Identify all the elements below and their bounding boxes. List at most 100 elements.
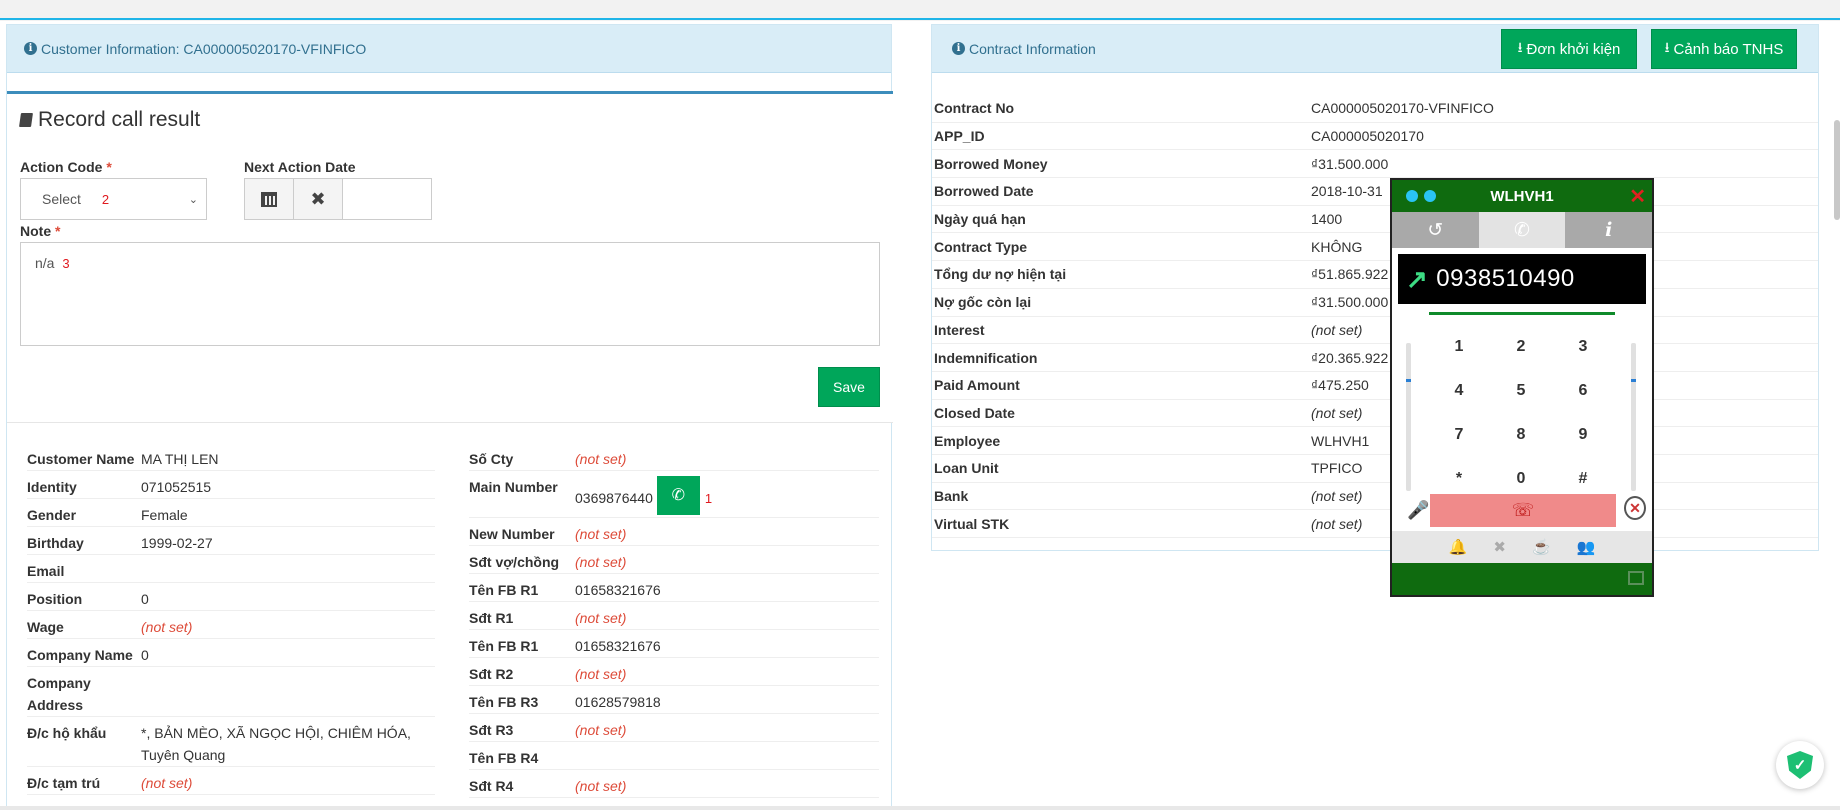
row-label: Sđt R3 <box>469 722 514 738</box>
close-icon[interactable]: ✕ <box>1629 186 1646 208</box>
call-button[interactable]: ✆ <box>656 476 700 515</box>
table-row: Tên FB R1 01658321676 <box>469 574 879 602</box>
dial-key[interactable]: * <box>1455 470 1463 487</box>
table-row: Main Number 0369876440 ✆ 1 <box>469 471 879 518</box>
row-value: (not set) <box>575 526 627 542</box>
table-row: APP_ID CA000005020170 <box>932 123 1818 151</box>
row-label: Tổng dư nợ hiện tại <box>934 266 1067 283</box>
slider-handle[interactable] <box>1631 379 1636 382</box>
row-label: Số Cty <box>469 451 514 467</box>
info-icon: i <box>24 42 37 55</box>
dial-key[interactable]: 6 <box>1578 382 1588 399</box>
row-label: Ngày quá hạn <box>934 211 1026 228</box>
download-icon: ⭳ <box>1517 39 1523 55</box>
table-row: Loan Unit TPFICO <box>932 455 1818 483</box>
table-row: Contract Type KHÔNG <box>932 233 1818 262</box>
row-label: Position <box>27 591 83 607</box>
bell-icon[interactable]: 🔔 <box>1448 539 1468 556</box>
dial-key[interactable]: 2 <box>1516 338 1526 355</box>
dial-key[interactable]: 0 <box>1516 470 1526 487</box>
row-label: Bank <box>934 487 969 504</box>
softphone-footer <box>1392 563 1652 595</box>
resize-icon[interactable] <box>1628 571 1644 585</box>
dial-key[interactable]: 7 <box>1454 426 1464 443</box>
softphone-widget: WLHVH1 ✕ ↺ ✆ i ↗ 0938510490 1 2 3 4 5 6 7 8 9 … <box>1390 178 1654 597</box>
row-value: (not set) <box>141 619 193 635</box>
close-icon: ✖ <box>310 188 326 209</box>
row-value: 01658321676 <box>575 638 661 654</box>
call-progress-line <box>1429 312 1615 315</box>
mute-mic-icon[interactable]: 🎤 <box>1407 500 1430 520</box>
users-icon[interactable]: 👥 <box>1576 539 1596 556</box>
speaker-volume-slider[interactable] <box>1631 343 1636 491</box>
page-scrollbar[interactable] <box>1834 120 1840 220</box>
book-icon <box>19 113 33 127</box>
clear-date-button[interactable]: ✖ <box>294 179 343 219</box>
chevron-down-icon: ⌄ <box>188 194 198 206</box>
customer-info-title: Customer Information: CA000005020170-VFI… <box>41 40 367 57</box>
row-value: (not set) <box>1311 487 1363 504</box>
row-label: Tên FB R1 <box>469 638 539 654</box>
warning-button[interactable]: ⭳ Cảnh báo TNHS <box>1651 29 1797 69</box>
dialed-number: 0938510490 <box>1436 265 1575 292</box>
next-action-date-input[interactable] <box>343 179 431 219</box>
table-row: Sđt R2 (not set) <box>469 658 879 686</box>
row-label: Main Number <box>469 479 558 495</box>
warning-button-label: Cảnh báo TNHS <box>1673 40 1784 58</box>
table-row: Ngày quá hạn 1400 <box>932 206 1818 234</box>
tab-info[interactable]: i <box>1565 212 1652 248</box>
dial-keypad: 1 2 3 4 5 6 7 8 9 * 0 # <box>1428 325 1616 501</box>
row-label: Indemnification <box>934 349 1038 366</box>
dial-key[interactable]: 9 <box>1578 426 1588 443</box>
row-label: Tên FB R1 <box>469 582 539 598</box>
dial-key[interactable]: 1 <box>1454 338 1464 355</box>
row-value: 1999-02-27 <box>141 535 213 551</box>
row-value: 071052515 <box>141 479 212 495</box>
action-code-marker: 2 <box>101 191 110 207</box>
table-row: Đ/c tạm trú (not set) <box>27 767 435 795</box>
table-row: Employee WLHVH1 <box>932 427 1818 455</box>
table-row: Interest (not set) <box>932 317 1818 345</box>
row-value: Female <box>141 507 188 523</box>
row-label: Sđt vợ/chồng <box>469 554 560 570</box>
dial-key[interactable]: 4 <box>1454 382 1464 399</box>
row-label: Birthday <box>27 535 84 551</box>
table-row: Gender Female <box>27 499 435 527</box>
action-code-label-text: Action Code <box>20 159 103 175</box>
main-number-value: 0369876440 <box>575 490 653 507</box>
phone-icon: ✆ <box>1514 219 1530 241</box>
note-textarea[interactable]: n/a 3 <box>20 242 880 346</box>
save-button[interactable]: Save <box>818 367 880 407</box>
row-label: Tên FB R4 <box>469 750 539 766</box>
calendar-icon <box>261 191 277 207</box>
row-value: (not set) <box>575 778 627 794</box>
slider-handle[interactable] <box>1406 379 1411 382</box>
security-badge[interactable]: ✓ <box>1776 741 1824 789</box>
mic-volume-slider[interactable] <box>1406 343 1411 491</box>
dial-key[interactable]: 8 <box>1516 426 1526 443</box>
table-row: Đ/c hộ khẩu *, BẢN MÈO, XÃ NGỌC HỘI, CHIÊ… <box>27 717 435 767</box>
mute-speaker-icon[interactable]: ✕ <box>1624 496 1646 520</box>
row-value: *, BẢN MÈO, XÃ NGỌC HỘI, CHIÊM HÓA, Tuyê… <box>141 725 411 763</box>
row-label: Paid Amount <box>934 377 1020 394</box>
dial-key[interactable]: # <box>1578 470 1588 487</box>
hangup-button[interactable]: ☏ <box>1430 494 1616 527</box>
note-marker: 3 <box>62 256 70 271</box>
record-call-form: Record call result Action Code * Select … <box>7 91 893 423</box>
row-value: (not set) <box>575 554 627 570</box>
calendar-button[interactable] <box>245 179 294 219</box>
action-code-select[interactable]: Select 2 ⌄ <box>20 178 207 220</box>
tools-icon[interactable]: ✖ <box>1493 539 1506 556</box>
row-label: Email <box>27 563 65 579</box>
tab-dialer[interactable]: ✆ <box>1478 212 1566 248</box>
coffee-icon[interactable]: ☕ <box>1531 539 1551 556</box>
tab-history[interactable]: ↺ <box>1392 212 1479 248</box>
lawsuit-button[interactable]: ⭳ Đơn khởi kiện <box>1501 29 1637 69</box>
table-row: Tổng dư nợ hiện tại ₫51.865.922 <box>932 261 1818 289</box>
dial-key[interactable]: 5 <box>1516 382 1526 399</box>
dial-key[interactable]: 3 <box>1578 338 1588 355</box>
softphone-titlebar[interactable]: WLHVH1 ✕ <box>1392 180 1652 212</box>
table-row: Tên FB R4 <box>469 742 879 770</box>
row-value: CA000005020170 <box>1311 128 1424 145</box>
table-row: Birthday 1999-02-27 <box>27 527 435 555</box>
